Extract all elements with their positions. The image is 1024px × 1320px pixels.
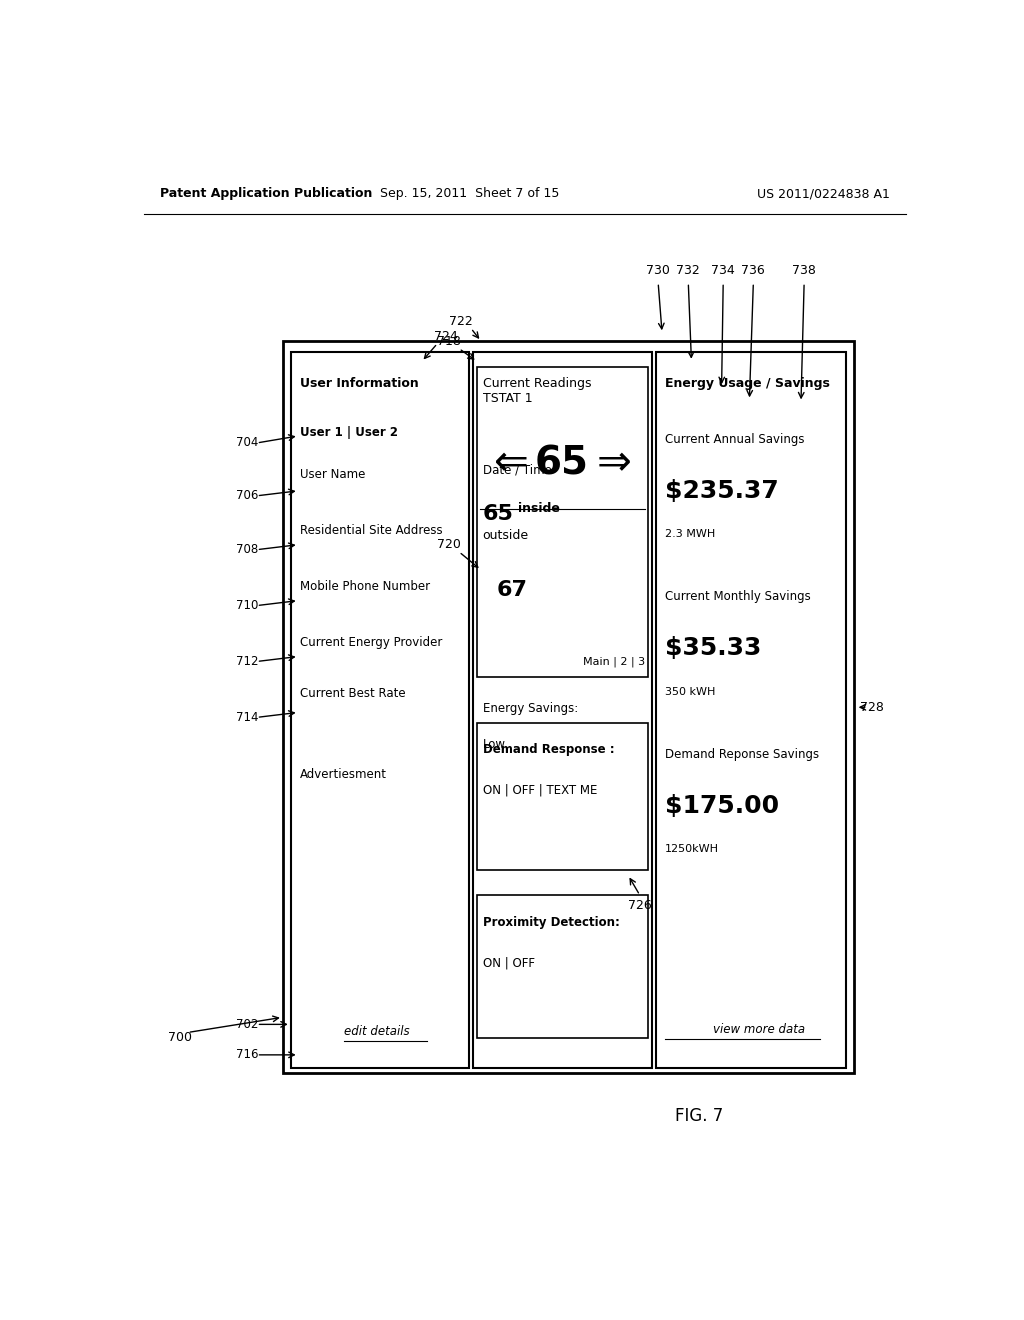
Text: 716: 716 <box>236 1048 258 1061</box>
Text: view more data: view more data <box>713 1023 805 1036</box>
Text: outside: outside <box>482 529 528 543</box>
Text: Current Monthly Savings: Current Monthly Savings <box>666 590 811 603</box>
Text: 720: 720 <box>437 539 462 552</box>
Text: 726: 726 <box>628 899 651 912</box>
Text: Date / Time: Date / Time <box>482 463 552 477</box>
Text: Proximity Detection:: Proximity Detection: <box>482 916 620 928</box>
Text: ON | OFF: ON | OFF <box>482 956 535 969</box>
Text: 724: 724 <box>433 330 458 343</box>
Text: Sep. 15, 2011  Sheet 7 of 15: Sep. 15, 2011 Sheet 7 of 15 <box>380 187 559 201</box>
Text: 732: 732 <box>677 264 700 277</box>
Text: TSTAT 1: TSTAT 1 <box>482 392 532 405</box>
Text: US 2011/0224838 A1: US 2011/0224838 A1 <box>757 187 890 201</box>
Text: inside: inside <box>518 502 560 515</box>
Text: Patent Application Publication: Patent Application Publication <box>160 187 372 201</box>
Text: User 1 | User 2: User 1 | User 2 <box>300 426 398 438</box>
FancyBboxPatch shape <box>477 722 648 870</box>
Text: Residential Site Address: Residential Site Address <box>300 524 442 537</box>
Text: 1250kWH: 1250kWH <box>666 845 719 854</box>
FancyBboxPatch shape <box>283 342 854 1073</box>
Text: 738: 738 <box>793 264 816 277</box>
Text: Demand Response :: Demand Response : <box>482 743 614 756</box>
Text: 736: 736 <box>741 264 765 277</box>
Text: 350 kWH: 350 kWH <box>666 686 716 697</box>
Text: User Information: User Information <box>300 378 419 389</box>
Text: 712: 712 <box>236 655 258 668</box>
Text: Energy Usage / Savings: Energy Usage / Savings <box>666 378 830 389</box>
FancyBboxPatch shape <box>477 367 648 677</box>
Text: 714: 714 <box>236 711 258 723</box>
Text: 722: 722 <box>450 314 473 327</box>
Text: Demand Reponse Savings: Demand Reponse Savings <box>666 748 819 760</box>
Text: FIG. 7: FIG. 7 <box>675 1107 724 1125</box>
Text: User Name: User Name <box>300 469 366 482</box>
Text: $35.33: $35.33 <box>666 636 762 660</box>
FancyBboxPatch shape <box>473 351 652 1068</box>
FancyBboxPatch shape <box>291 351 469 1068</box>
Text: 718: 718 <box>437 335 462 348</box>
Text: 67: 67 <box>497 581 528 601</box>
Text: 704: 704 <box>236 437 258 450</box>
Text: Current Best Rate: Current Best Rate <box>300 686 406 700</box>
Text: 2.3 MWH: 2.3 MWH <box>666 529 716 540</box>
Text: ⇐: ⇐ <box>494 442 528 484</box>
FancyBboxPatch shape <box>655 351 846 1068</box>
Text: ON | OFF | TEXT ME: ON | OFF | TEXT ME <box>482 784 597 796</box>
Text: 710: 710 <box>236 599 258 612</box>
Text: ⇒: ⇒ <box>597 442 632 484</box>
Text: Current Readings: Current Readings <box>482 378 591 389</box>
Text: Low: Low <box>482 738 506 751</box>
Text: $175.00: $175.00 <box>666 793 779 817</box>
Text: Energy Savings:: Energy Savings: <box>482 702 578 715</box>
Text: Main | 2 | 3: Main | 2 | 3 <box>584 656 645 667</box>
Text: Mobile Phone Number: Mobile Phone Number <box>300 581 430 593</box>
Text: 728: 728 <box>860 701 885 714</box>
Text: Advertiesment: Advertiesment <box>300 768 387 781</box>
Text: $235.37: $235.37 <box>666 479 779 503</box>
Text: 706: 706 <box>236 490 258 503</box>
Text: 734: 734 <box>712 264 735 277</box>
Text: 65: 65 <box>536 445 589 482</box>
Text: edit details: edit details <box>344 1024 410 1038</box>
Text: 730: 730 <box>646 264 670 277</box>
Text: 708: 708 <box>236 544 258 556</box>
FancyBboxPatch shape <box>477 895 648 1038</box>
Text: 65: 65 <box>482 504 514 524</box>
Text: Current Annual Savings: Current Annual Savings <box>666 433 805 446</box>
Text: 702: 702 <box>236 1018 258 1031</box>
Text: 700: 700 <box>168 1031 191 1044</box>
Text: Current Energy Provider: Current Energy Provider <box>300 636 442 649</box>
